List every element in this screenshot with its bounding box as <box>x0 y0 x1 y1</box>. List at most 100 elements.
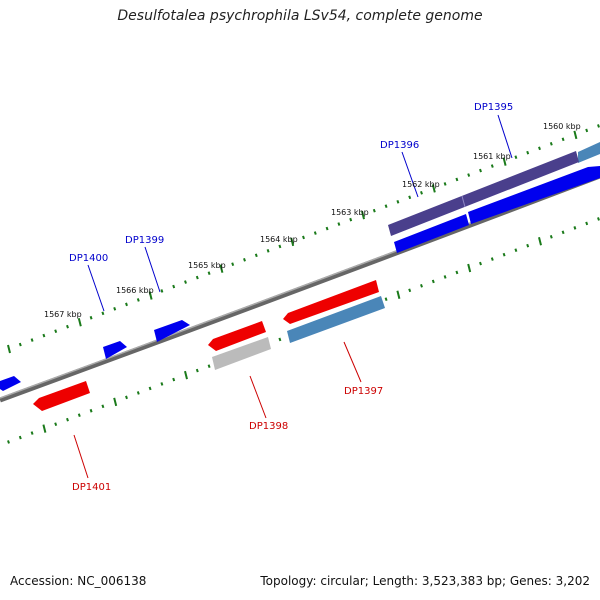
tick-mark <box>431 184 436 193</box>
tick-mark <box>490 164 494 168</box>
tick-mark <box>195 275 199 280</box>
tick-mark <box>148 291 153 300</box>
gene-dp1399-block[interactable] <box>154 320 190 342</box>
tick-mark <box>278 244 282 249</box>
tick-mark <box>573 130 578 140</box>
scale-label-1567: 1567 kbp <box>44 310 82 319</box>
tick-mark <box>30 431 34 435</box>
forward-strand-genes <box>0 142 600 391</box>
tick-mark <box>561 230 565 235</box>
scale-label-1563: 1563 kbp <box>331 208 369 217</box>
tick-mark <box>42 333 46 338</box>
tick-mark <box>585 221 589 226</box>
scale-label-1566: 1566 kbp <box>116 286 154 295</box>
tick-mark <box>302 235 305 240</box>
tick-mark <box>538 237 542 246</box>
genome-summary-text: Topology: circular; Length: 3,523,383 bp… <box>260 574 590 588</box>
tick-mark <box>526 150 530 155</box>
tick-mark <box>467 173 471 177</box>
tick-mark <box>549 141 553 146</box>
tick-mark <box>54 329 58 333</box>
gene-dp1397-red[interactable] <box>283 280 379 324</box>
gene-dp1398-grey[interactable] <box>212 337 271 370</box>
tick-mark <box>7 440 10 444</box>
tick-mark <box>467 263 472 273</box>
tick-mark <box>266 249 270 253</box>
scale-label-1565: 1565 kbp <box>188 261 226 270</box>
map-title: Desulfotalea psychrophila LSv54, complet… <box>117 8 483 24</box>
tick-mark <box>325 226 329 231</box>
tick-mark <box>136 391 140 395</box>
leader-dp1399 <box>144 246 161 293</box>
tick-mark <box>172 284 176 289</box>
gene-dp1396-block[interactable] <box>388 151 579 236</box>
label-leader-lines <box>73 114 513 479</box>
tick-mark <box>561 137 565 142</box>
tick-mark <box>384 204 388 209</box>
gene-label-dp1399: DP1399 <box>125 235 164 246</box>
leader-dp1400 <box>87 264 105 312</box>
tick-mark <box>18 342 22 347</box>
tick-mark <box>337 222 341 226</box>
tick-mark <box>54 422 58 426</box>
tick-mark <box>219 264 224 273</box>
tick-mark <box>384 297 388 302</box>
tick-mark <box>490 257 494 261</box>
gene-label-dp1400: DP1400 <box>69 253 108 264</box>
tick-mark <box>184 280 187 284</box>
tick-mark <box>30 338 34 342</box>
tick-mark <box>101 311 105 316</box>
tick-mark <box>514 155 518 159</box>
tick-mark <box>420 284 423 288</box>
gene-forward-arrow-2[interactable] <box>468 166 600 224</box>
tick-mark <box>431 279 435 284</box>
leader-dp1401 <box>73 434 89 479</box>
tick-mark <box>313 231 317 235</box>
gene-divider <box>461 195 466 208</box>
tick-mark <box>77 317 82 327</box>
tick-mark <box>172 377 176 382</box>
tick-mark <box>160 382 164 386</box>
tick-mark <box>396 290 401 300</box>
tick-mark <box>113 397 118 407</box>
tick-mark <box>573 226 577 230</box>
outer-tick-track <box>7 124 600 354</box>
tick-mark <box>361 210 365 220</box>
scale-label-1560: 1560 kbp <box>543 122 581 131</box>
tick-mark <box>89 408 93 413</box>
gene-left-edge-block[interactable] <box>0 376 21 391</box>
gene-dp1397-steel[interactable] <box>287 296 385 343</box>
gene-label-dp1397: DP1397 <box>344 386 383 397</box>
gene-dp1400-block[interactable] <box>103 341 127 359</box>
tick-mark <box>207 364 211 368</box>
tick-mark <box>597 124 600 128</box>
tick-mark <box>290 237 295 247</box>
tick-mark <box>184 370 188 380</box>
tick-mark <box>502 157 507 166</box>
tick-mark <box>254 253 258 258</box>
tick-mark <box>113 307 117 311</box>
gene-dp1398-red[interactable] <box>208 321 266 351</box>
tick-mark <box>349 217 353 222</box>
tick-mark <box>278 337 282 342</box>
tick-mark <box>443 275 447 279</box>
tick-mark <box>408 288 412 293</box>
tick-mark <box>514 248 518 252</box>
tick-mark <box>66 417 69 422</box>
tick-mark <box>195 368 199 373</box>
tick-mark <box>585 128 589 133</box>
tick-mark <box>148 386 152 391</box>
tick-mark <box>538 146 541 151</box>
tick-mark <box>372 208 376 213</box>
tick-mark <box>18 435 22 440</box>
tick-mark <box>66 324 69 329</box>
leader-dp1395 <box>497 114 513 159</box>
gene-dp1401-red[interactable] <box>33 381 90 411</box>
gene-forward-arrow-1[interactable] <box>394 214 469 253</box>
tick-mark <box>89 315 93 320</box>
tick-mark <box>549 234 553 239</box>
gene-label-dp1395: DP1395 <box>474 102 513 113</box>
tick-mark <box>479 168 482 173</box>
gene-dp1395-block[interactable] <box>578 142 600 163</box>
